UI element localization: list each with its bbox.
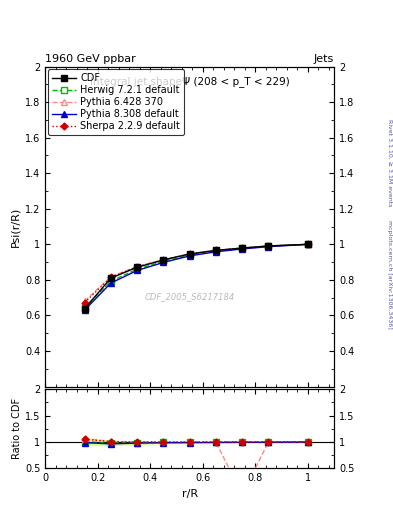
Herwig 7.2.1 default — [82, 305, 87, 311]
Pythia 6.428 370 — [135, 264, 140, 270]
Herwig 7.2.1 default — [135, 266, 140, 272]
Herwig 7.2.1 default — [161, 259, 166, 265]
Sherpa 2.2.9 default — [82, 300, 87, 306]
Herwig 7.2.1 default — [213, 248, 218, 254]
Line: Pythia 6.428 370: Pythia 6.428 370 — [82, 242, 310, 304]
Herwig 7.2.1 default — [266, 243, 271, 249]
Sherpa 2.2.9 default — [240, 245, 244, 251]
Text: Jets: Jets — [314, 54, 334, 64]
Pythia 6.428 370 — [108, 273, 113, 280]
Sherpa 2.2.9 default — [135, 264, 140, 270]
Herwig 7.2.1 default — [305, 241, 310, 247]
Pythia 6.428 370 — [240, 245, 244, 251]
Text: 1960 GeV ppbar: 1960 GeV ppbar — [45, 54, 136, 64]
Pythia 8.308 default — [305, 241, 310, 247]
Pythia 8.308 default — [266, 244, 271, 250]
Sherpa 2.2.9 default — [187, 251, 192, 257]
X-axis label: r/R: r/R — [182, 489, 198, 499]
Herwig 7.2.1 default — [240, 245, 244, 251]
Pythia 8.308 default — [108, 280, 113, 286]
Sherpa 2.2.9 default — [161, 257, 166, 263]
CDF — [135, 264, 140, 270]
Pythia 8.308 default — [135, 267, 140, 273]
Legend: CDF, Herwig 7.2.1 default, Pythia 6.428 370, Pythia 8.308 default, Sherpa 2.2.9 : CDF, Herwig 7.2.1 default, Pythia 6.428 … — [48, 70, 184, 135]
Text: CDF_2005_S6217184: CDF_2005_S6217184 — [145, 292, 235, 302]
Pythia 6.428 370 — [161, 257, 166, 263]
Y-axis label: Psi(r/R): Psi(r/R) — [11, 206, 21, 247]
CDF — [213, 247, 218, 253]
Text: mcplots.cern.ch [arXiv:1306.3436]: mcplots.cern.ch [arXiv:1306.3436] — [387, 220, 392, 329]
Line: Pythia 8.308 default: Pythia 8.308 default — [82, 242, 310, 313]
Line: CDF: CDF — [82, 242, 310, 311]
Pythia 8.308 default — [82, 307, 87, 313]
Line: Sherpa 2.2.9 default: Sherpa 2.2.9 default — [82, 242, 310, 305]
Herwig 7.2.1 default — [187, 252, 192, 258]
Text: Rivet 3.1.10, ≥ 3.1M events: Rivet 3.1.10, ≥ 3.1M events — [387, 119, 392, 206]
CDF — [305, 241, 310, 247]
CDF — [82, 306, 87, 312]
Sherpa 2.2.9 default — [108, 274, 113, 280]
Line: Herwig 7.2.1 default: Herwig 7.2.1 default — [82, 242, 310, 311]
Pythia 6.428 370 — [213, 247, 218, 253]
Pythia 6.428 370 — [82, 298, 87, 304]
Pythia 8.308 default — [187, 253, 192, 259]
Pythia 6.428 370 — [305, 241, 310, 247]
Sherpa 2.2.9 default — [213, 247, 218, 253]
CDF — [161, 257, 166, 263]
CDF — [108, 275, 113, 281]
Pythia 8.308 default — [161, 260, 166, 266]
Pythia 6.428 370 — [266, 243, 271, 249]
Sherpa 2.2.9 default — [305, 241, 310, 247]
Herwig 7.2.1 default — [108, 278, 113, 284]
Pythia 6.428 370 — [187, 251, 192, 257]
CDF — [266, 243, 271, 249]
Pythia 8.308 default — [213, 249, 218, 255]
Y-axis label: Ratio to CDF: Ratio to CDF — [12, 398, 22, 459]
CDF — [187, 251, 192, 257]
Sherpa 2.2.9 default — [266, 243, 271, 249]
Text: Integral jet shapeΨ (208 < p_T < 229): Integral jet shapeΨ (208 < p_T < 229) — [90, 76, 290, 87]
CDF — [240, 245, 244, 251]
Pythia 8.308 default — [240, 246, 244, 252]
